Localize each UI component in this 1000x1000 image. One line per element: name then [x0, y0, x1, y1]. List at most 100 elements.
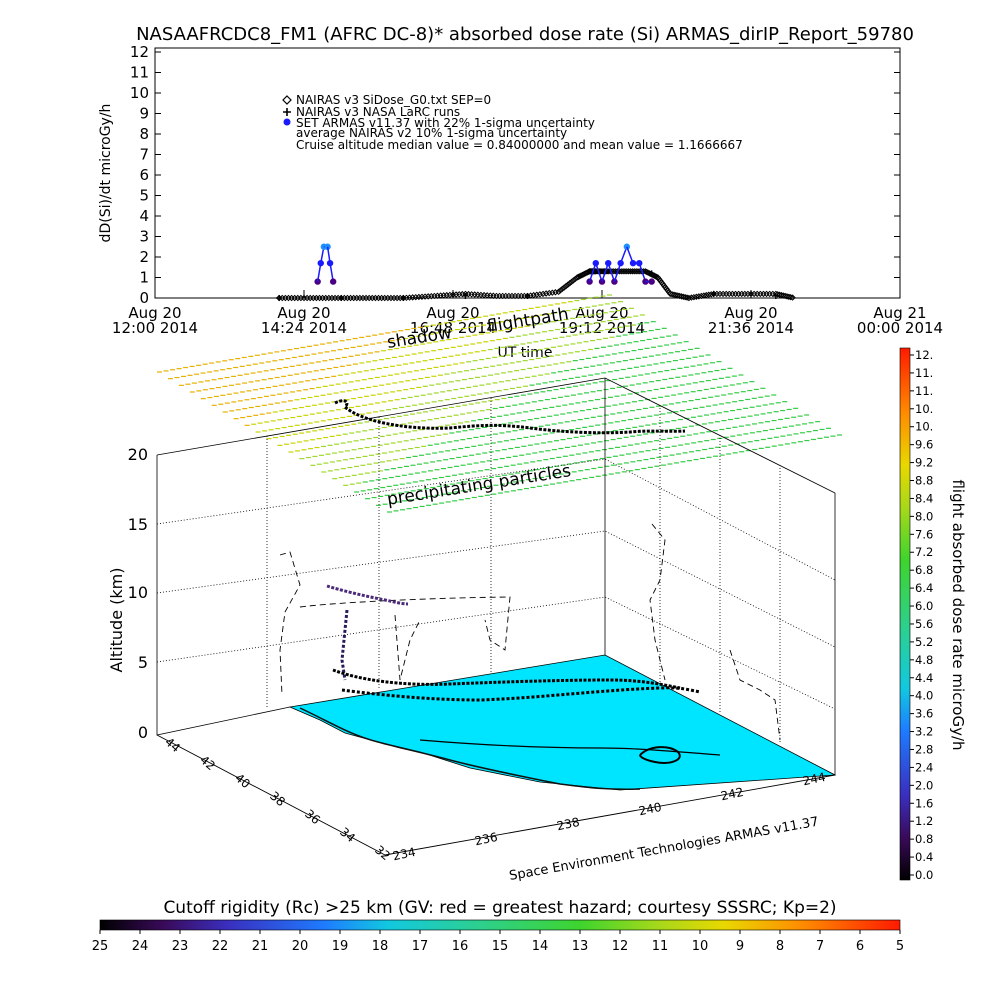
flightpath-top-projection [334, 399, 686, 435]
top-x-tick-label-date: Aug 20 [128, 304, 181, 322]
dose-colorbar-tick-label: 4.4 [915, 671, 933, 685]
dose-colorbar-tick-label: 0.8 [915, 832, 933, 846]
top-y-tick-label: 1 [139, 269, 149, 287]
nairas-v3-point [564, 281, 572, 288]
nairas-v3-point [785, 293, 793, 300]
flightpath-descent [340, 609, 349, 681]
nairas-v3-point [562, 282, 570, 290]
latitude-tick-label: 44 [162, 735, 183, 756]
rigidity-colorbar-tick-label: 23 [172, 939, 189, 954]
top-x-tick-label-date: Aug 20 [426, 304, 479, 322]
nairas-v3-point [705, 291, 712, 298]
top-x-tick-label-time: 19:12 2014 [559, 319, 645, 337]
rigidity-colorbar-tick-label: 12 [612, 939, 629, 954]
latitude-tick-label: 42 [197, 753, 218, 774]
top-y-tick-label: 4 [139, 207, 149, 225]
top-y-tick-label: 8 [139, 125, 149, 143]
nairas-v3-point [781, 292, 789, 300]
flightpath-altitude-segment [326, 584, 409, 606]
left-shadow-profile-2 [394, 614, 421, 681]
nairas-v3-point [570, 277, 577, 284]
ground-track [341, 686, 701, 702]
grid-z5 [156, 596, 836, 710]
annotation-shadow: shadow [386, 323, 454, 353]
top-y-tick-label: 9 [139, 105, 149, 123]
top-y-tick-label: 3 [139, 228, 149, 246]
armas-point [329, 278, 337, 285]
nairas-v3-point [602, 268, 609, 275]
top-y-tick-label: 12 [130, 43, 149, 61]
z-tick-5: 5 [138, 653, 148, 672]
latitude-tick-label: 32 [372, 843, 393, 864]
legend-label-armas: SET ARMAS v11.37 with 22% 1-sigma uncert… [296, 116, 595, 130]
top-y-tick-label: 6 [139, 166, 149, 184]
rigidity-colorbar-tick-label: 20 [292, 939, 309, 954]
rigidity-colorbar-tick-label: 9 [736, 939, 744, 954]
rigidity-colorbar-tick-label: 8 [776, 939, 784, 954]
flightpath-3d-layer [326, 399, 686, 690]
top-y-tick-label: 2 [139, 248, 149, 266]
nairas-v3-point [559, 285, 566, 293]
grid-z15 [156, 458, 836, 581]
dose-colorbar-tick-label: 3.6 [915, 707, 933, 721]
rigidity-colorbar-label: Cutoff rigidity (Rc) >25 km (GV: red = g… [163, 898, 836, 918]
rigidity-colorbar-tick-label: 24 [132, 939, 149, 954]
armas-connector [601, 262, 609, 282]
altitude-axis: 0 5 10 15 20 Altitude (km) [107, 445, 148, 742]
cyan-terrain-map [288, 654, 837, 791]
rigidity-colorbar-tick-label: 17 [412, 939, 429, 954]
armas-connector [588, 262, 597, 282]
dose-colorbar-tick-label: 9.6 [915, 438, 933, 452]
left-wall-outline [156, 455, 291, 736]
nairas-v3-point [668, 291, 676, 298]
z-tick-15: 15 [128, 515, 148, 534]
nasa-larc-point [524, 292, 531, 299]
dose-colorbar-tick-label: 5.2 [915, 635, 933, 649]
nairas-v3-point [560, 284, 568, 291]
latitude-tick-label: 34 [337, 825, 358, 846]
nasa-larc-point [586, 268, 593, 275]
ground-track-loop [639, 746, 681, 764]
z-tick-10: 10 [128, 583, 148, 602]
dose-colorbar-tick-label: 0.0 [915, 868, 933, 882]
nairas-v3-point [787, 293, 794, 301]
dose-colorbar-tick-label: 9.2 [915, 456, 933, 470]
legend-label-nairas-v2: average NAIRAS v2 10% 1-sigma uncertaint… [296, 126, 567, 140]
dose-colorbar-tick-label: 3.2 [915, 725, 933, 739]
right-shadow-profile-2 [729, 649, 781, 741]
top-x-tick-label-time: 21:36 2014 [708, 319, 794, 337]
nairas-v3-point [680, 293, 687, 300]
nasa-larc-point [338, 295, 345, 301]
wall-shadow-profiles [279, 523, 781, 741]
dose-colorbar-tick-label: 1.6 [915, 796, 933, 810]
back-walls [156, 377, 836, 775]
top-x-tick-label-date: Aug 20 [575, 304, 628, 322]
dose-colorbar-tick-label: 6.4 [915, 581, 933, 595]
dose-colorbar-tick-label: 10. [915, 402, 933, 416]
nasa-larc-point [462, 292, 469, 299]
latitude-tick-label: 36 [302, 807, 323, 828]
dose-colorbar-tick-label: 8.0 [915, 509, 933, 523]
legend-diamond-icon [282, 95, 292, 105]
dose-colorbar-tick-label: 11. [915, 384, 933, 398]
dose-colorbar-gradient [899, 347, 911, 881]
nairas-v3-point [672, 291, 680, 299]
legend-label-nairas-v3: NAIRAS v3 SiDose_G0.txt SEP=0 [296, 93, 491, 107]
top-x-tick-label-time: 14:24 2014 [261, 319, 347, 337]
nairas-v3-point [780, 292, 787, 299]
armas-point [326, 259, 334, 267]
longitude-tick-label: 238 [556, 815, 581, 833]
dose-colorbar-tick-label: 12. [915, 348, 933, 362]
nairas-v3-point [555, 288, 562, 296]
longitude-tick-label: 234 [392, 845, 417, 863]
top-y-tick-label: 5 [139, 187, 149, 205]
dose-colorbar-tick-label: 10. [915, 420, 933, 434]
nairas-v3-point [695, 293, 703, 300]
legend-plus-icon [283, 108, 291, 116]
top-plot-frame [154, 47, 901, 299]
nairas-v3-point [676, 292, 683, 300]
rigidity-colorbar-tick-label: 21 [252, 939, 269, 954]
dose-colorbar-tick-label: 7.6 [915, 527, 933, 541]
